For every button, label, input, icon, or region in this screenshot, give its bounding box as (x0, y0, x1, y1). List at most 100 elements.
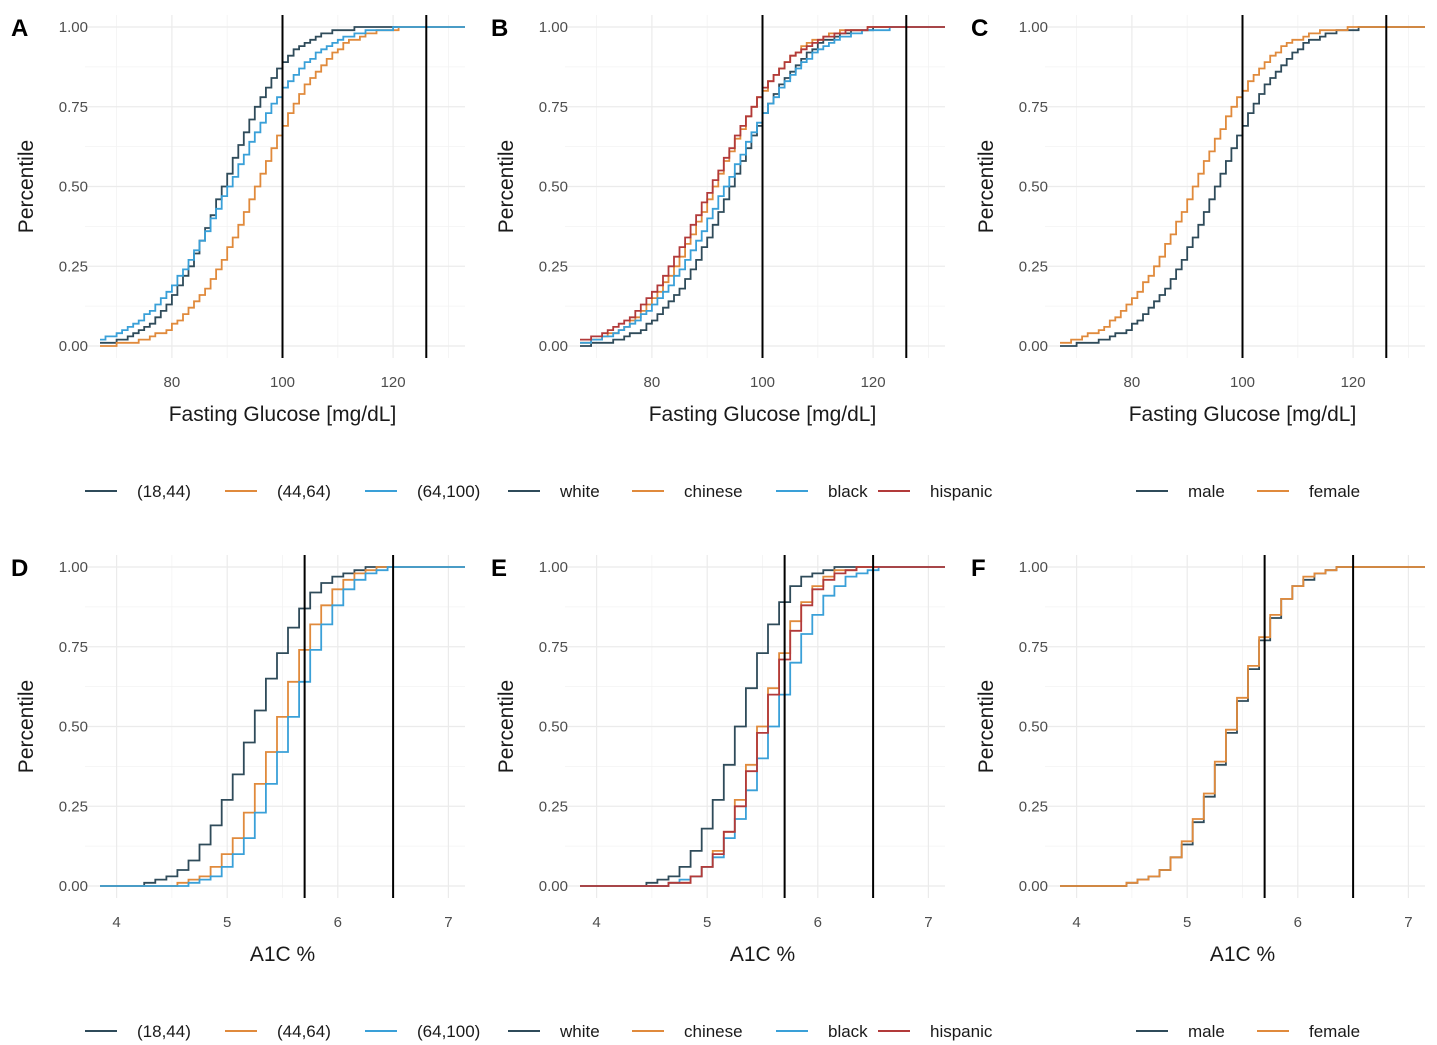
legend-label: male (1188, 1022, 1225, 1041)
legend-label: hispanic (930, 482, 993, 501)
y-tick-label: 1.00 (59, 559, 88, 576)
x-tick-label: 5 (703, 914, 711, 931)
legend-label: (18,44) (137, 482, 191, 501)
y-tick-label: 0.50 (1019, 719, 1048, 736)
x-tick-label: 7 (924, 914, 932, 931)
y-tick-label: 0.75 (59, 639, 88, 656)
legend-label: female (1309, 1022, 1360, 1041)
panel-e: 0.00 0.25 0.50 0.75 1.00 4 5 6 7 A1C % Percentile E (491, 555, 945, 966)
series-line--18-44- (100, 26, 465, 344)
y-tick-label: 0.00 (539, 338, 568, 355)
legend-label: female (1309, 482, 1360, 501)
y-tick-label: 0.75 (1019, 639, 1048, 656)
x-tick-label: 80 (164, 374, 181, 391)
y-tick-label: 1.00 (1019, 19, 1048, 36)
series-line-female (1060, 26, 1425, 344)
x-tick-label: 6 (814, 914, 822, 931)
x-tick-label: 4 (112, 914, 120, 931)
y-tick-label: 1.00 (59, 19, 88, 36)
y-tick-label: 0.00 (1019, 338, 1048, 355)
x-tick-label: 7 (444, 914, 452, 931)
legend-label: chinese (684, 1022, 743, 1041)
x-axis-title: A1C % (730, 943, 795, 966)
y-tick-label: 0.25 (59, 798, 88, 815)
y-tick-label: 0.00 (1019, 878, 1048, 895)
legend-label: black (828, 482, 868, 501)
x-tick-label: 5 (223, 914, 231, 931)
y-tick-label: 0.25 (1019, 258, 1048, 275)
y-tick-label: 1.00 (539, 19, 568, 36)
series-line--64-100- (100, 566, 465, 887)
series-line-female (1060, 566, 1425, 887)
x-axis-title: A1C % (250, 943, 315, 966)
x-tick-label: 100 (270, 374, 295, 391)
y-tick-label: 0.75 (539, 99, 568, 116)
y-axis-title: Percentile (975, 680, 998, 773)
x-tick-label: 7 (1404, 914, 1412, 931)
series-line-male (1060, 26, 1425, 347)
y-axis-title: Percentile (495, 680, 518, 773)
y-tick-label: 1.00 (539, 559, 568, 576)
x-tick-label: 120 (381, 374, 406, 391)
y-tick-label: 0.50 (539, 179, 568, 196)
series-line-white (580, 566, 945, 887)
legend-label: (64,100) (417, 482, 480, 501)
series-line-black (580, 26, 945, 344)
y-tick-label: 0.75 (59, 99, 88, 116)
x-axis-title: Fasting Glucose [mg/dL] (1129, 403, 1357, 426)
panel-tag: F (971, 555, 986, 582)
x-axis-title: Fasting Glucose [mg/dL] (649, 403, 877, 426)
panel-tag: C (971, 15, 988, 42)
y-tick-label: 0.00 (539, 878, 568, 895)
panel-c: 0.00 0.25 0.50 0.75 1.00 80 100 120 Fasting Gluc… (971, 15, 1425, 426)
panel-a: 0.00 0.25 0.50 0.75 1.00 80 100 120 Fasting Gluc… (11, 15, 465, 426)
x-tick-label: 4 (1072, 914, 1080, 931)
legend-label: (44,64) (277, 1022, 331, 1041)
x-tick-label: 6 (334, 914, 342, 931)
series-line-hispanic (580, 26, 945, 341)
y-tick-label: 0.50 (59, 179, 88, 196)
series-line-hispanic (580, 566, 945, 887)
y-tick-label: 0.75 (539, 639, 568, 656)
legend-label: white (559, 1022, 600, 1041)
x-tick-label: 120 (1341, 374, 1366, 391)
x-tick-label: 80 (1124, 374, 1141, 391)
x-tick-label: 5 (1183, 914, 1191, 931)
x-axis-title: Fasting Glucose [mg/dL] (169, 403, 397, 426)
x-tick-label: 6 (1294, 914, 1302, 931)
y-tick-label: 0.00 (59, 878, 88, 895)
panel-d: 0.00 0.25 0.50 0.75 1.00 4 5 6 7 A1C % Percentile D (11, 555, 465, 966)
y-tick-label: 0.25 (1019, 798, 1048, 815)
y-axis-title: Percentile (975, 140, 998, 233)
panel-b: 0.00 0.25 0.50 0.75 1.00 80 100 120 Fasting Gluc… (491, 15, 945, 426)
panel-f: 0.00 0.25 0.50 0.75 1.00 4 5 6 7 A1C % Percentile F (971, 555, 1425, 966)
legend-label: black (828, 1022, 868, 1041)
legend-label: chinese (684, 482, 743, 501)
x-tick-label: 100 (750, 374, 775, 391)
x-axis-title: A1C % (1210, 943, 1275, 966)
y-tick-label: 0.50 (1019, 179, 1048, 196)
y-axis-title: Percentile (15, 140, 38, 233)
legend-label: male (1188, 482, 1225, 501)
y-tick-label: 0.25 (59, 258, 88, 275)
x-tick-label: 80 (644, 374, 661, 391)
y-axis-title: Percentile (495, 140, 518, 233)
panel-tag: A (11, 15, 28, 42)
y-tick-label: 0.50 (59, 719, 88, 736)
legend-label: white (559, 482, 600, 501)
panel-tag: B (491, 15, 508, 42)
panel-tag: E (491, 555, 507, 582)
legend-label: hispanic (930, 1022, 993, 1041)
y-tick-label: 0.00 (59, 338, 88, 355)
x-tick-label: 100 (1230, 374, 1255, 391)
series-line--64-100- (100, 26, 465, 341)
legend-label: (64,100) (417, 1022, 480, 1041)
y-tick-label: 0.50 (539, 719, 568, 736)
legend-label: (18,44) (137, 1022, 191, 1041)
y-tick-label: 1.00 (1019, 559, 1048, 576)
x-tick-label: 120 (861, 374, 886, 391)
legend-label: (44,64) (277, 482, 331, 501)
panel-tag: D (11, 555, 28, 582)
series-line--18-44- (100, 566, 465, 887)
